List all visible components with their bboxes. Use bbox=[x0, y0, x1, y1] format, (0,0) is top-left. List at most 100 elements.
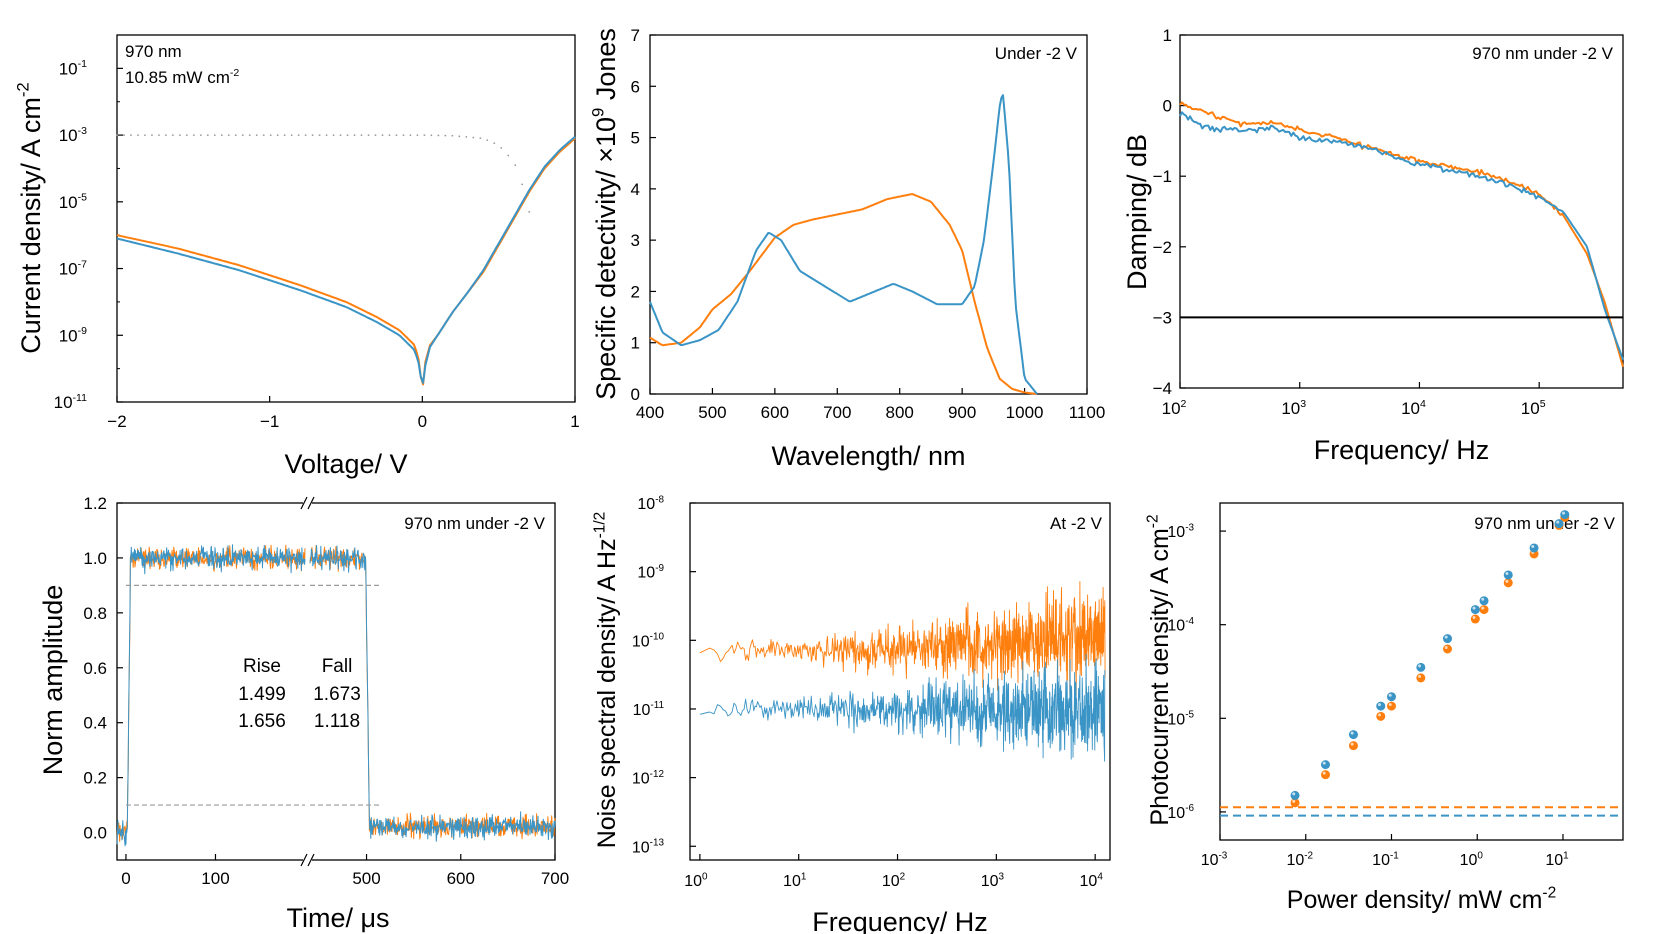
panel-e-ytick-label-base: 10 bbox=[633, 702, 651, 719]
panel-e-ytick-label-sup: -10 bbox=[650, 632, 665, 643]
panel-a-dot-photo-orange-dotted bbox=[248, 134, 251, 136]
panel-c-frame bbox=[1179, 34, 1624, 389]
panel-f-photocurrent-density: 10-3 10-2 10-1 100 10110-610-510-410-3Power … bbox=[1145, 502, 1624, 914]
panel-e-ytick-label: 10-11 bbox=[633, 700, 665, 719]
panel-f-xtick-label-sup: 0 bbox=[1477, 850, 1483, 861]
panel-f-point-blue bbox=[1554, 519, 1564, 529]
panel-a-frame bbox=[116, 34, 576, 403]
panel-a-dot-photo-orange-dotted bbox=[144, 134, 146, 136]
panel-c-xtick-label-sup: 4 bbox=[1420, 398, 1426, 410]
panel-f-xtick-label: 10-2 bbox=[1286, 850, 1313, 869]
panel-f-ytick-label-sup: -3 bbox=[1185, 522, 1194, 533]
panel-b-ytick-label: 1 bbox=[631, 334, 640, 353]
panel-b-xtick-label: 1100 bbox=[1069, 403, 1106, 422]
panel-d-break-mark bbox=[300, 853, 308, 867]
panel-d-annotation: 970 nm under -2 V bbox=[404, 514, 545, 533]
panel-e-noise-blue bbox=[699, 654, 1106, 762]
panel-a-dot-photo-orange-dotted bbox=[123, 134, 125, 136]
panel-a-dot-photo-orange-dotted bbox=[346, 134, 349, 136]
panel-e-ytick-label-sup: -8 bbox=[655, 494, 664, 505]
panel-d-wave-right-blue bbox=[309, 544, 556, 842]
panel-f-xtick-label: 10-3 bbox=[1201, 850, 1228, 869]
panel-a-dot-photo-orange-dotted bbox=[318, 134, 321, 136]
panel-d-break-mark bbox=[307, 853, 315, 867]
panel-a-line-dark-orange bbox=[116, 137, 576, 386]
panel-f-point-highlight bbox=[1505, 579, 1509, 583]
panel-f-point-highlight bbox=[1472, 606, 1476, 610]
panel-f-ylabel-base: Photocurrent density/ A cm bbox=[1146, 528, 1174, 825]
panel-f-point-highlight bbox=[1388, 703, 1392, 707]
panel-e-frame bbox=[689, 502, 1111, 861]
panel-d-wave-left-blue bbox=[116, 544, 306, 847]
panel-b-ylabel-tail: Jones bbox=[591, 28, 621, 108]
panel-a-dot-photo-orange-dotted bbox=[493, 142, 496, 145]
panel-a-ytick-label: 10-5 bbox=[59, 192, 87, 212]
panel-a-dot-photo-orange-dotted bbox=[325, 134, 328, 136]
panel-c-line-blue bbox=[1179, 111, 1624, 361]
panel-a-dot-photo-orange-dotted bbox=[297, 134, 300, 136]
panel-a-dot-photo-orange-dotted bbox=[269, 134, 272, 136]
panel-f-point-highlight bbox=[1292, 799, 1296, 803]
panel-f-point-blue bbox=[1386, 692, 1396, 702]
panel-d-ylabel: Norm amplitude bbox=[38, 585, 68, 776]
panel-f-point-blue bbox=[1503, 570, 1513, 580]
panel-a-ytick-label: 10-11 bbox=[54, 392, 88, 412]
panel-f-point-blue bbox=[1321, 760, 1331, 770]
panel-a-dot-photo-orange-dotted bbox=[151, 134, 153, 136]
panel-f-point-blue bbox=[1470, 605, 1480, 615]
panel-c-xtick-label: 105 bbox=[1521, 398, 1546, 418]
panel-f-point-blue bbox=[1442, 634, 1452, 644]
panel-f-point-orange bbox=[1416, 673, 1426, 683]
panel-f-point-highlight bbox=[1444, 635, 1448, 639]
panel-a-dot-photo-orange-dotted bbox=[402, 134, 405, 136]
panel-a-dot-photo-orange-dotted bbox=[465, 136, 468, 138]
panel-d-xlabel: Time/ μs bbox=[286, 903, 389, 933]
panel-f-xtick-label-sup: 1 bbox=[1563, 850, 1569, 861]
panel-e-annotation: At -2 V bbox=[1050, 514, 1103, 533]
panel-d-table-fall-value: 1.118 bbox=[314, 711, 360, 732]
panel-a-ytick-label-sup: -11 bbox=[73, 392, 88, 404]
panel-a-ytick-label-sup: -3 bbox=[78, 125, 88, 137]
panel-f-point-orange bbox=[1479, 605, 1489, 615]
panel-f-ytick-label-sup: -6 bbox=[1185, 803, 1194, 814]
panel-c-ytick-label: −2 bbox=[1153, 238, 1172, 257]
panel-a-annotation-line2-base: 10.85 mW cm bbox=[125, 68, 230, 87]
panel-d-ytick-label: 1.0 bbox=[83, 549, 107, 568]
panel-a-dot-photo-orange-dotted bbox=[381, 134, 384, 136]
panel-e-ytick-label-base: 10 bbox=[632, 771, 650, 788]
panel-a-dot-photo-orange-dotted bbox=[528, 210, 531, 213]
panel-d-ytick-label: 0.6 bbox=[83, 659, 107, 678]
panel-a-dot-photo-orange-dotted bbox=[395, 134, 398, 136]
panel-e-xtick-label: 103 bbox=[981, 871, 1005, 890]
panel-c-xtick-label-sup: 2 bbox=[1181, 398, 1187, 410]
panel-b-xtick-label: 600 bbox=[761, 403, 789, 422]
panel-e-xtick-label-base: 10 bbox=[981, 873, 999, 890]
panel-a-dot-photo-orange-dotted bbox=[283, 134, 286, 136]
panel-f-point-highlight bbox=[1377, 703, 1381, 707]
panel-a-line-dark-blue bbox=[116, 136, 576, 384]
panel-e-ytick-label-base: 10 bbox=[637, 565, 655, 582]
panel-d-xtick-label: 500 bbox=[352, 869, 380, 888]
panel-f-xtick-label: 10-1 bbox=[1372, 850, 1399, 869]
panel-e-xtick-label: 104 bbox=[1080, 871, 1104, 890]
panel-c-xtick-label-base: 10 bbox=[1401, 399, 1420, 418]
panel-a-annotation-line2-sup: -2 bbox=[230, 67, 240, 79]
panel-b-ylabel: Specific detectivity/ ×109 Jones bbox=[589, 28, 621, 400]
panel-e-ytick-label: 10-8 bbox=[637, 494, 664, 513]
panel-f-point-highlight bbox=[1322, 761, 1326, 765]
panel-f-point-highlight bbox=[1388, 693, 1392, 697]
panel-b-ytick-label: 7 bbox=[631, 26, 640, 45]
panel-b-xtick-label: 1000 bbox=[1006, 403, 1044, 422]
panel-e-xtick-label: 101 bbox=[783, 871, 807, 890]
panel-e-xtick-label-base: 10 bbox=[684, 873, 702, 890]
panel-c-ytick-label: −4 bbox=[1153, 379, 1172, 398]
panel-a-ytick-label-base: 10 bbox=[59, 326, 78, 345]
panel-b-ytick-label: 0 bbox=[631, 385, 640, 404]
panel-a-dot-photo-orange-dotted bbox=[353, 134, 356, 136]
panel-f-xlabel-base: Power density/ mW cm bbox=[1287, 886, 1543, 914]
panel-c-xtick-label-sup: 3 bbox=[1300, 398, 1306, 410]
panel-e-ytick-label-sup: -12 bbox=[650, 769, 665, 780]
panel-b-ytick-label: 4 bbox=[631, 180, 640, 199]
panel-f-point-highlight bbox=[1561, 511, 1565, 515]
